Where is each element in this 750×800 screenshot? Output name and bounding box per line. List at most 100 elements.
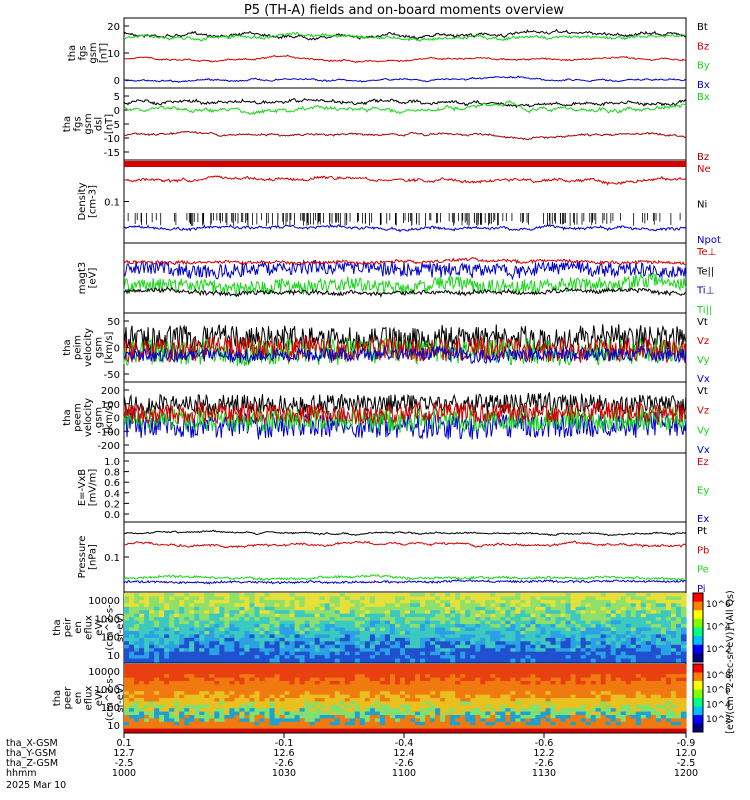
peir-spectro-cell <box>269 634 276 639</box>
peer-spectro-cell <box>384 711 391 716</box>
peir-spectro-cell <box>605 651 612 656</box>
peer-spectro-cell <box>224 691 230 696</box>
peir-spectro-cell <box>249 637 256 642</box>
peer-spectro-cell <box>665 681 672 685</box>
peer-spectro-cell <box>224 677 230 682</box>
peer-spectro-cell <box>304 681 311 685</box>
peer-spectro-cell <box>139 704 145 709</box>
peer-spectro-cell <box>224 694 230 699</box>
peer-spectro-cell <box>309 711 316 716</box>
peer-spectro-cell <box>460 694 466 699</box>
peir-spectro-cell <box>344 630 351 635</box>
series-pt <box>123 529 687 537</box>
colorbar-segment <box>693 610 703 620</box>
peir-spectro-cell <box>565 651 572 656</box>
peer-spectro-cell <box>430 728 436 733</box>
peir-spectro-cell <box>570 610 577 615</box>
peer-spectro-cell <box>124 711 130 716</box>
peer-spectro-cell <box>374 681 381 685</box>
peir-spectro-cell <box>369 637 376 642</box>
peir-spectro-cell <box>605 624 612 629</box>
peer-spectro-cell <box>344 718 351 723</box>
ytick-peer-3: 10 <box>107 721 120 732</box>
ylabel-peir-5: (cm^2-s- <box>105 604 116 651</box>
peer-spectro-cell <box>339 711 346 716</box>
peir-spectro-cell <box>334 603 341 608</box>
peer-spectro-cell <box>129 694 135 699</box>
peir-spectro-cell <box>420 610 426 615</box>
peir-spectro-cell <box>139 644 145 649</box>
peir-spectro-cell <box>480 655 486 660</box>
peer-spectro-cell <box>585 711 592 716</box>
peer-spectro-cell <box>149 715 155 719</box>
peer-spectro-cell <box>550 667 557 672</box>
peer-spectro-cell <box>670 715 677 719</box>
peer-spectro-cell <box>650 704 657 709</box>
peer-spectro-cell <box>520 715 527 719</box>
peer-spectro-cell <box>480 664 486 668</box>
peir-spectro-cell <box>269 617 276 622</box>
peir-spectro-cell <box>470 630 476 635</box>
peer-spectro-cell <box>299 704 306 709</box>
peer-spectro-cell <box>129 674 135 679</box>
peir-spectro-cell <box>505 658 511 663</box>
peir-spectro-cell <box>415 610 421 615</box>
peir-spectro-cell <box>259 606 266 611</box>
peir-spectro-cell <box>254 630 261 635</box>
peer-spectro-cell <box>309 684 316 689</box>
peir-spectro-cell <box>405 627 411 632</box>
peir-spectro-cell <box>585 624 592 629</box>
peir-spectro-cell <box>465 610 471 615</box>
peer-spectro-cell <box>244 681 251 685</box>
peir-spectro-cell <box>254 613 261 618</box>
peer-spectro-cell <box>405 691 411 696</box>
peer-spectro-cell <box>415 721 421 726</box>
peer-spectro-cell <box>620 691 627 696</box>
peer-spectro-cell <box>410 687 416 692</box>
peer-spectro-cell <box>194 677 200 682</box>
peir-spectro-cell <box>535 644 542 649</box>
peer-spectro-cell <box>129 701 135 706</box>
peer-spectro-cell <box>349 715 356 719</box>
peer-spectro-cell <box>304 718 311 723</box>
peer-spectro-cell <box>269 725 276 730</box>
peir-spectro-cell <box>425 651 431 656</box>
peer-spectro-cell <box>500 674 506 679</box>
peir-spectro-cell <box>490 658 496 663</box>
peer-spectro-cell <box>214 674 220 679</box>
peir-spectro-cell <box>389 648 396 653</box>
peir-spectro-cell <box>580 617 587 622</box>
peer-spectro-cell <box>575 708 582 713</box>
peer-spectro-cell <box>410 667 416 672</box>
peir-spectro-cell <box>154 599 160 604</box>
peir-spectro-cell <box>465 624 471 629</box>
peer-spectro-cell <box>680 715 687 719</box>
peer-spectro-cell <box>545 701 552 706</box>
peer-spectro-cell <box>149 718 155 723</box>
peir-spectro-cell <box>450 658 456 663</box>
peer-spectro-cell <box>475 711 481 716</box>
ytick-peir-0: 10000 <box>88 596 120 607</box>
peer-spectro-cell <box>620 674 627 679</box>
peir-spectro-cell <box>610 651 617 656</box>
legend-peim-vel-1: Vz <box>697 336 709 347</box>
peer-spectro-cell <box>490 715 496 719</box>
peer-spectro-cell <box>470 728 476 733</box>
peir-spectro-cell <box>570 624 577 629</box>
peir-spectro-cell <box>124 620 130 625</box>
peer-spectro-cell <box>324 711 331 716</box>
peer-spectro-cell <box>164 711 170 716</box>
peir-spectro-cell <box>435 624 441 629</box>
peer-spectro-cell <box>284 667 291 672</box>
peer-spectro-cell <box>540 664 547 668</box>
peer-spectro-cell <box>490 670 496 675</box>
peer-spectro-cell <box>319 691 326 696</box>
peer-spectro-cell <box>650 691 657 696</box>
peer-spectro-cell <box>359 677 366 682</box>
peer-spectro-cell <box>590 670 597 675</box>
peir-spectro-cell <box>274 651 281 656</box>
peir-spectro-cell <box>425 644 431 649</box>
peer-spectro-cell <box>450 677 456 682</box>
peir-spectro-cell <box>505 651 511 656</box>
peir-spectro-cell <box>244 630 251 635</box>
